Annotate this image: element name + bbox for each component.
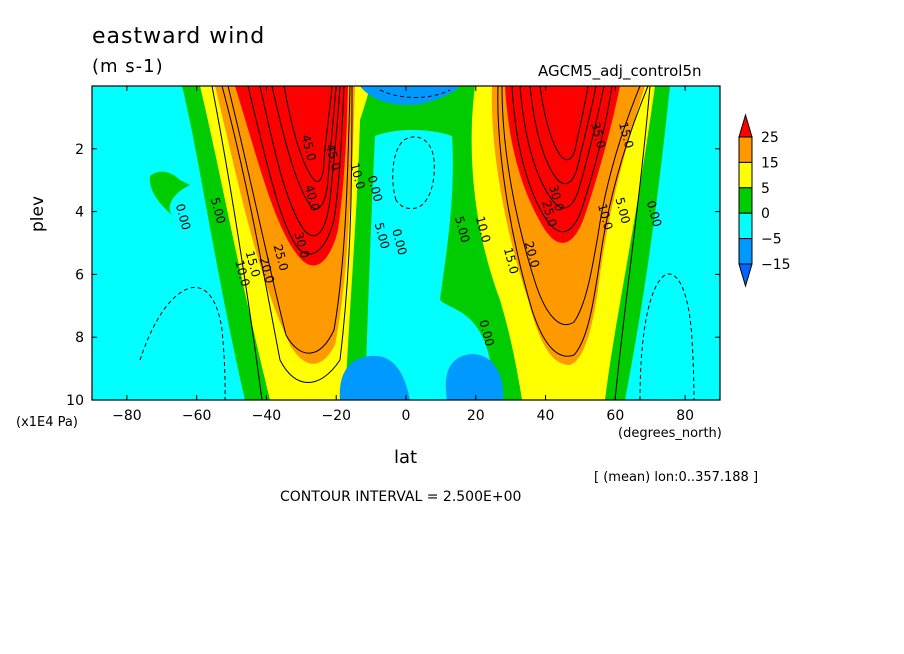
colorbar-segment	[738, 161, 753, 189]
contour-label: 30.0	[291, 230, 311, 259]
contour-label: 20.0	[257, 256, 277, 285]
colorbar-label: 5	[761, 181, 770, 197]
contour-label: 40.0	[302, 183, 322, 212]
contour-label: 10.0	[473, 215, 493, 244]
colorbar-segment	[738, 212, 753, 240]
chart-title: eastward wind	[92, 24, 266, 49]
longitude-note: [ (mean) lon:0..357.188 ]	[594, 470, 759, 485]
contour-label: 5.00	[612, 196, 632, 225]
contour-label: 35.0	[588, 120, 608, 149]
x-tick-label: 20	[467, 408, 485, 424]
y-tick-label: 10	[66, 393, 84, 409]
contour-label: 10.0	[595, 202, 615, 231]
x-tick-label: 0	[402, 408, 411, 424]
contour-label: 5.00	[208, 196, 228, 225]
contour-label: 15.0	[616, 120, 636, 149]
contour-interval: CONTOUR INTERVAL = 2.500E+00	[280, 489, 522, 505]
colorbar-arrow-bottom	[738, 263, 753, 288]
colorbar-label: −15	[761, 257, 791, 273]
negative-contours	[139, 89, 695, 400]
contour-lines	[211, 86, 651, 400]
contour-label: 5.00	[452, 215, 472, 244]
contour-label: 10.0	[232, 259, 252, 288]
contour-label: 15.0	[501, 246, 521, 275]
colorbar-segment	[738, 136, 753, 163]
y-tick-label: 8	[75, 330, 84, 346]
dataset-name: AGCM5_adj_control5n	[538, 62, 702, 80]
band-neg-low-left	[339, 355, 410, 400]
colorbar-segment	[738, 238, 753, 265]
contour-label: 10.0	[347, 161, 367, 190]
band-neg-low-right	[445, 354, 504, 400]
y-tick-label: 4	[75, 205, 84, 221]
plot-field	[92, 86, 720, 400]
contour-label: 0.00	[365, 174, 385, 203]
band-above-25-north	[505, 86, 620, 243]
band-above-25-south	[235, 86, 348, 266]
band-0-5-spur	[149, 171, 190, 215]
x-tick-label: −60	[182, 408, 212, 424]
chart-units: (m s-1)	[92, 56, 164, 77]
colorbar: 25 15 5 0 −5 −15	[738, 113, 791, 288]
contour-label: 5.00	[372, 221, 392, 250]
y-tick-label: 2	[75, 142, 84, 158]
contour-label: 25.0	[539, 199, 559, 228]
x-tick-label: −80	[112, 408, 142, 424]
colorbar-segment	[738, 187, 753, 214]
x-tick-label: −20	[321, 408, 351, 424]
contour-label: 45.0	[298, 133, 318, 162]
x-ticks: −80 −60 −40 −20 0 20 40 60 80	[112, 86, 694, 424]
contour-label: 0.00	[644, 199, 664, 228]
x-tick-label: 40	[537, 408, 555, 424]
contour-label: 25.0	[271, 243, 291, 272]
colorbar-label: 0	[761, 206, 770, 222]
contour-label: 15.0	[243, 249, 263, 278]
contour-label: 0.00	[389, 227, 409, 256]
x-tick-label: 80	[676, 408, 694, 424]
contour-label: 0.00	[173, 202, 193, 231]
x-tick-label: 60	[606, 408, 624, 424]
contour-label: 0.00	[476, 318, 496, 347]
x-tick-label: −40	[252, 408, 282, 424]
y-tick-label: 6	[75, 267, 84, 283]
contour-label: 45.0	[323, 142, 343, 171]
colorbar-label: −5	[761, 232, 782, 248]
contour-label: 20.0	[522, 240, 542, 269]
colorbar-label: 15	[761, 155, 779, 171]
colorbar-arrow-top	[738, 113, 753, 138]
contour-label: 30.0	[546, 183, 566, 212]
y-axis-unit: (x1E4 Pa)	[16, 415, 78, 430]
colorbar-label: 25	[761, 130, 779, 146]
band-neg-top	[360, 86, 460, 106]
y-ticks: 2 4 6 8 10	[66, 142, 720, 409]
x-axis-unit: (degrees_north)	[618, 426, 722, 441]
x-axis-label: lat	[394, 447, 418, 468]
